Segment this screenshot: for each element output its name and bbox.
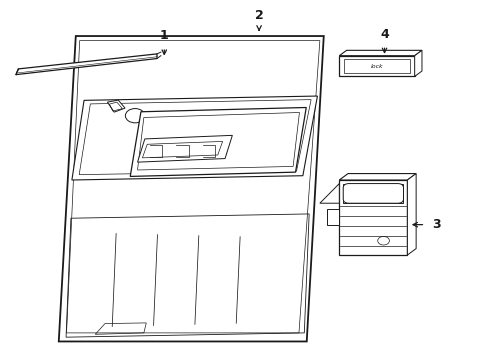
Polygon shape: [414, 50, 421, 76]
Polygon shape: [16, 54, 157, 75]
Polygon shape: [107, 100, 125, 112]
Polygon shape: [339, 56, 414, 76]
Circle shape: [125, 109, 144, 123]
Polygon shape: [407, 174, 415, 255]
Text: 2: 2: [254, 9, 263, 22]
Polygon shape: [137, 135, 232, 162]
Polygon shape: [72, 96, 317, 180]
Circle shape: [377, 237, 388, 245]
FancyBboxPatch shape: [343, 184, 403, 203]
Polygon shape: [319, 184, 339, 203]
Polygon shape: [339, 174, 415, 180]
Polygon shape: [339, 50, 421, 56]
Polygon shape: [130, 108, 305, 176]
Polygon shape: [59, 36, 323, 342]
Text: 1: 1: [160, 30, 168, 42]
Polygon shape: [343, 184, 403, 203]
Polygon shape: [326, 208, 339, 225]
Text: lock: lock: [370, 64, 383, 68]
Polygon shape: [339, 180, 407, 255]
Text: 4: 4: [379, 28, 388, 41]
Text: 3: 3: [431, 218, 439, 231]
